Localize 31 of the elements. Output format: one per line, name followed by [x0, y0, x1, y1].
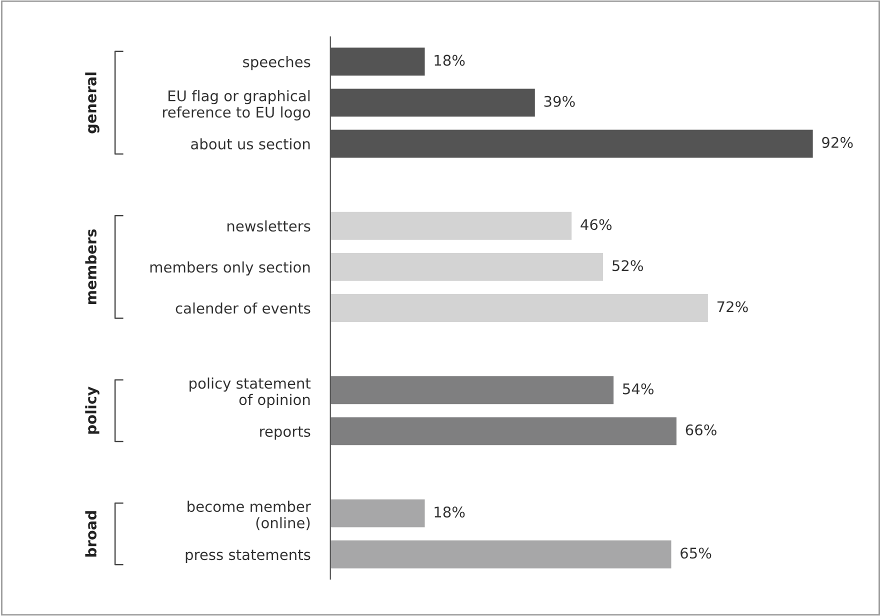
bar	[330, 376, 614, 404]
y-tick-label: members only section	[150, 261, 310, 276]
bar	[330, 417, 676, 446]
bar	[330, 540, 672, 568]
y-tick-label: press statements	[186, 550, 310, 563]
y-tick-label: become member (online)	[188, 500, 311, 530]
data-label: 72%	[717, 301, 748, 312]
data-label: 18%	[434, 506, 465, 518]
bar	[330, 294, 708, 322]
data-label: 52%	[612, 260, 644, 272]
text: broad	[85, 511, 97, 557]
y-tick-label: EU flag or graphical reference to EU logo	[163, 90, 310, 121]
y-tick-label: newsletters	[227, 220, 310, 232]
data-label: 92%	[822, 136, 853, 148]
bar	[330, 252, 604, 281]
bar	[330, 212, 572, 240]
text: policy	[85, 386, 100, 434]
data-label: 39%	[544, 96, 575, 107]
data-label: 54%	[623, 383, 654, 394]
text: general	[85, 72, 100, 134]
data-label: 46%	[580, 219, 612, 230]
y-tick-label: speeches	[243, 56, 310, 70]
y-tick-label: about us section	[191, 138, 310, 150]
data-label: 18%	[434, 54, 465, 66]
data-label: 65%	[680, 548, 712, 559]
data-label: 66%	[686, 424, 716, 436]
y-tick-label: policy statement of opinion	[190, 378, 311, 408]
y-tick-label: reports	[260, 426, 310, 440]
bar	[330, 499, 425, 528]
text: members	[85, 229, 97, 304]
y-tick-label: calender of events	[176, 302, 310, 314]
